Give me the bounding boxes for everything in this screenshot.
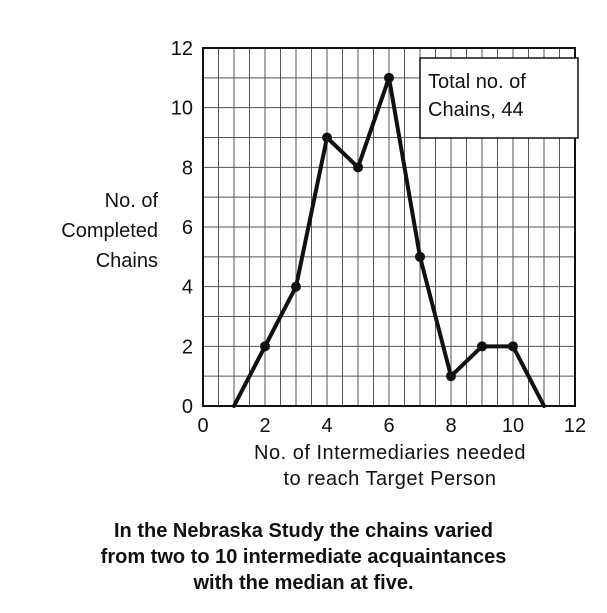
y-tick-label: 4 bbox=[182, 277, 193, 299]
x-tick-label: 0 bbox=[197, 415, 208, 437]
annotation-line2: Chains, 44 bbox=[428, 99, 524, 121]
chart-tick-labels: 0 2 4 6 8 10 12 0 2 4 6 8 10 12 bbox=[171, 38, 586, 437]
data-point bbox=[477, 341, 487, 352]
data-point bbox=[384, 72, 394, 83]
y-tick-label: 0 bbox=[182, 396, 193, 418]
data-point bbox=[508, 341, 518, 352]
plot-frame bbox=[202, 47, 576, 407]
x-tick-label: 10 bbox=[502, 415, 524, 437]
x-tick-label: 2 bbox=[259, 415, 270, 437]
y-tick-label: 6 bbox=[182, 217, 193, 239]
y-axis-label-line2: Completed bbox=[61, 220, 158, 242]
data-point bbox=[353, 162, 363, 173]
y-tick-label: 8 bbox=[182, 157, 193, 179]
data-point bbox=[322, 132, 332, 143]
data-point bbox=[446, 371, 456, 382]
x-axis-label: No. of Intermediaries needed to reach Ta… bbox=[190, 440, 590, 492]
y-tick-label: 2 bbox=[182, 336, 193, 358]
chart-axes bbox=[202, 47, 576, 407]
x-tick-label: 4 bbox=[321, 415, 332, 437]
caption-line3: with the median at five. bbox=[193, 572, 414, 594]
y-axis-label: No. of Completed Chains bbox=[8, 186, 158, 276]
data-point bbox=[260, 341, 270, 352]
data-point bbox=[415, 251, 425, 262]
chart-annotation: Total no. of Chains, 44 bbox=[419, 57, 579, 139]
series-completed-chains bbox=[232, 72, 546, 408]
x-axis-label-line1: No. of Intermediaries needed bbox=[254, 442, 526, 464]
x-tick-label: 12 bbox=[564, 415, 586, 437]
annotation-line1: Total no. of bbox=[428, 71, 526, 93]
annotation-box bbox=[419, 57, 579, 139]
caption-line1: In the Nebraska Study the chains varied bbox=[113, 520, 493, 542]
y-tick-label: 10 bbox=[171, 98, 193, 120]
data-point bbox=[291, 281, 301, 292]
caption-line2: from two to 10 intermediate acquaintance… bbox=[100, 546, 507, 568]
y-axis-label-line3: Chains bbox=[95, 250, 158, 272]
y-tick-label: 12 bbox=[171, 38, 193, 60]
x-tick-label: 6 bbox=[383, 415, 394, 437]
figure-caption: In the Nebraska Study the chains varied … bbox=[0, 518, 607, 596]
y-axis-label-line1: No. of bbox=[104, 190, 158, 212]
x-axis-label-line2: to reach Target Person bbox=[283, 468, 497, 490]
x-tick-label: 8 bbox=[445, 415, 456, 437]
